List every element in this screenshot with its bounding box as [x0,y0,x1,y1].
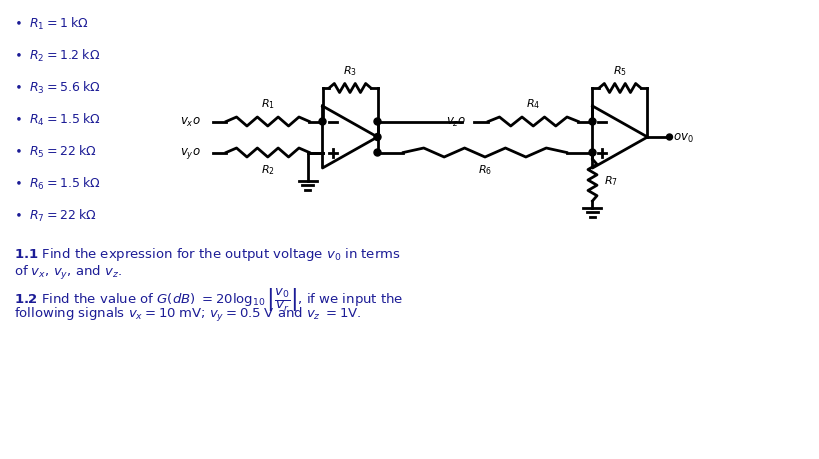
Circle shape [589,150,596,157]
Text: of $v_x$, $v_y$, and $v_z$.: of $v_x$, $v_y$, and $v_z$. [14,263,122,281]
Text: $\mathbf{1.1}$ Find the expression for the output voltage $v_0$ in terms: $\mathbf{1.1}$ Find the expression for t… [14,246,400,263]
Text: $v_x$o: $v_x$o [180,116,201,129]
Text: $\bullet\;$ $\mathit{R}_3 = 5.6\;\mathrm{k\Omega}$: $\bullet\;$ $\mathit{R}_3 = 5.6\;\mathrm… [14,80,101,96]
Text: $R_6$: $R_6$ [478,163,492,177]
Text: following signals $v_x{=}10\;\mathrm{mV}$; $v_y{=}0.5\;\mathrm{V}$ and $v_z\;=1\: following signals $v_x{=}10\;\mathrm{mV}… [14,305,361,323]
Text: $R_7$: $R_7$ [604,174,618,187]
Text: $R_5$: $R_5$ [613,64,627,78]
Text: o$v_0$: o$v_0$ [673,131,695,144]
Text: $R_1$: $R_1$ [260,97,274,111]
Text: $\bullet\;$ $\mathit{R}_2 = 1.2\;\mathrm{k\Omega}$: $\bullet\;$ $\mathit{R}_2 = 1.2\;\mathrm… [14,48,100,64]
Text: $\bullet\;$ $\mathit{R}_7 = 22\;\mathrm{k\Omega}$: $\bullet\;$ $\mathit{R}_7 = 22\;\mathrm{… [14,207,97,224]
Text: $R_2$: $R_2$ [260,163,274,177]
Text: $R_3$: $R_3$ [343,64,357,78]
Text: $v_z$o: $v_z$o [446,116,466,129]
Circle shape [667,134,672,141]
Circle shape [374,119,381,126]
Text: $\mathbf{1.2}$ Find the value of $G(dB)$ $= 20\log_{10}\left|\dfrac{v_0}{v_r}\ri: $\mathbf{1.2}$ Find the value of $G(dB)$… [14,285,403,312]
Circle shape [589,119,596,126]
Circle shape [374,150,381,157]
Text: $\bullet\;$ $\mathit{R}_5 = 22\;\mathrm{k\Omega}$: $\bullet\;$ $\mathit{R}_5 = 22\;\mathrm{… [14,144,97,160]
Text: $R_4$: $R_4$ [526,97,541,111]
Text: $v_y$o: $v_y$o [180,146,201,161]
Text: $\bullet\;$ $\mathit{R}_6 = 1.5\;\mathrm{k\Omega}$: $\bullet\;$ $\mathit{R}_6 = 1.5\;\mathrm… [14,176,101,192]
Text: $\bullet\;$ $\mathit{R}_1 = 1\;\mathrm{k\Omega}$: $\bullet\;$ $\mathit{R}_1 = 1\;\mathrm{k… [14,16,88,32]
Text: $\bullet\;$ $\mathit{R}_4 = 1.5\;\mathrm{k\Omega}$: $\bullet\;$ $\mathit{R}_4 = 1.5\;\mathrm… [14,112,101,128]
Circle shape [374,134,381,141]
Circle shape [319,119,326,126]
